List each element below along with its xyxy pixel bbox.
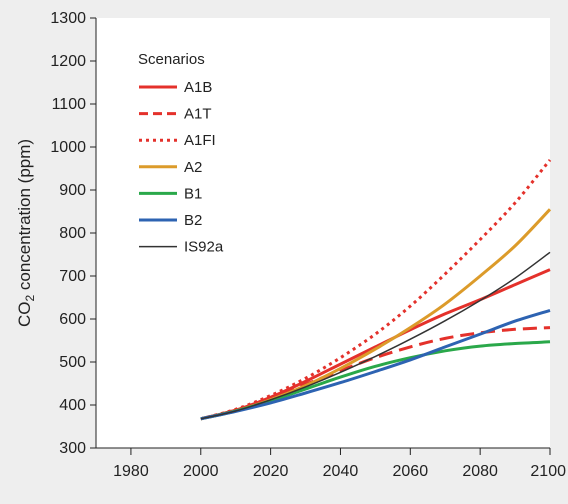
y-axis-label-subscript: 2 [23,295,37,302]
y-tick-label: 900 [59,182,86,199]
legend-label-a2: A2 [184,159,202,176]
y-tick-label: 400 [59,397,86,414]
x-tick-label: 2000 [183,463,219,480]
y-tick-label: 1200 [50,53,86,70]
legend-title: Scenarios [138,51,205,68]
y-tick-label: 700 [59,268,86,285]
legend: Scenarios A1B A1T A1FI A2 B1 B2 IS92a [138,51,224,256]
series-line-a1b [200,268,551,421]
y-axis-label-rest: concentration (ppm) [15,139,34,295]
series-line-b2 [200,308,551,421]
y-tick-label: 800 [59,225,86,242]
y-tick-label: 500 [59,354,86,371]
legend-label-a1fi: A1FI [184,132,216,149]
y-axis-label-main: CO [15,302,34,328]
y-tick-label: 300 [59,440,86,457]
axes-layer: 300 400 500 600 700 800 900 1000 1100 1200 1300 198… [50,10,566,480]
series-layer [200,158,552,421]
legend-label-a1t: A1T [184,106,212,123]
series-line-is92a [200,251,551,420]
legend-label-b1: B1 [184,185,202,202]
y-tick-label: 600 [59,311,86,328]
y-tick-label: 1300 [50,10,86,27]
x-tick-label: 2040 [323,463,359,480]
series-line-a1fi [200,158,552,421]
x-tick-label: 1980 [113,463,149,480]
y-tick-label: 1100 [52,96,87,113]
legend-label-b2: B2 [184,212,202,229]
x-tick-label: 2080 [462,463,498,480]
x-tick-label: 2100 [530,463,566,480]
legend-label-is92a: IS92a [184,239,224,256]
y-tick-label: 1000 [50,139,86,156]
legend-label-a1b: A1B [184,79,212,96]
x-tick-label: 2020 [253,463,289,480]
y-axis-label: CO2 concentration (ppm) [15,139,37,327]
x-tick-label: 2060 [393,463,429,480]
